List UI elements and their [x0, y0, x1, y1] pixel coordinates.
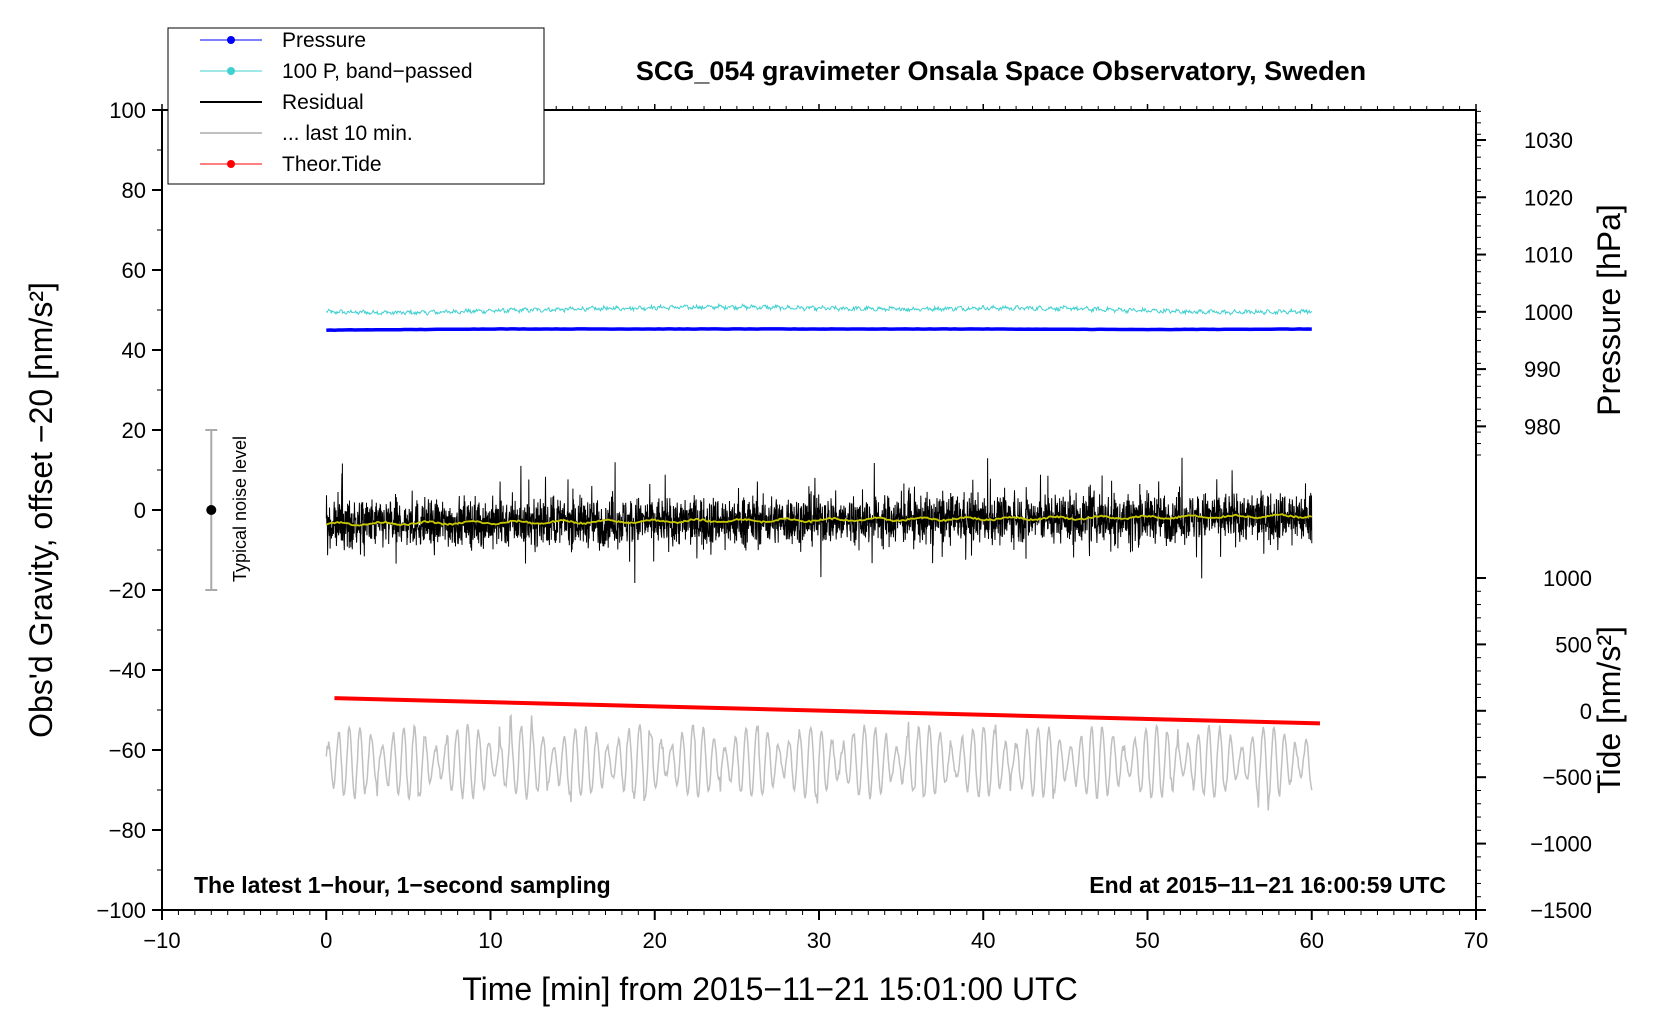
- y-tick-label: −40: [109, 658, 146, 683]
- series-last10-line: [325, 713, 1313, 811]
- pressure-tick-label: 1020: [1524, 185, 1573, 210]
- tide-tick-label: 500: [1555, 632, 1592, 657]
- y-tick-label: 80: [122, 178, 146, 203]
- series-bandpassed-line: [325, 302, 1313, 316]
- legend: Pressure 100 P, band−passed Residual ...…: [167, 27, 545, 185]
- y-tick-label: −60: [109, 738, 146, 763]
- x-tick-label: 30: [807, 928, 831, 953]
- tide-tick-label: 1000: [1543, 566, 1592, 591]
- y-tick-label: 0: [134, 498, 146, 523]
- noise-bar-center-dot: [206, 505, 217, 515]
- legend-box: [167, 27, 545, 185]
- y-tick-label: 20: [122, 418, 146, 443]
- y-axis-label-left: Obs'd Gravity, offset −20 [nm/s²]: [23, 282, 59, 738]
- x-tick-label: 0: [320, 928, 332, 953]
- y-tick-label: −20: [109, 578, 146, 603]
- y-tick-label: −80: [109, 818, 146, 843]
- x-tick-label: 10: [478, 928, 502, 953]
- y-tick-label: −100: [96, 898, 146, 923]
- x-tick-label: 60: [1300, 928, 1324, 953]
- legend-pressure-marker: [227, 36, 235, 44]
- x-axis-label: Time [min] from 2015−11−21 15:01:00 UTC: [462, 971, 1077, 1007]
- series-tide-line: [334, 696, 1321, 726]
- tide-tick-label: −1000: [1530, 832, 1592, 857]
- y-tick-label: 60: [122, 258, 146, 283]
- legend-tide-marker: [227, 160, 235, 168]
- legend-bandpassed-marker: [227, 67, 235, 75]
- legend-bandpassed-label: 100 P, band−passed: [282, 60, 473, 83]
- noise-level-label: Typical noise level: [230, 436, 250, 582]
- axes-layer: −10 0 10 20 30 40 50 60 70−100−80−60−40−20020406…: [96, 98, 1592, 953]
- pressure-tick-label: 1010: [1524, 243, 1573, 268]
- legend-residual-label: Residual: [282, 91, 364, 114]
- pressure-tick-label: 990: [1524, 357, 1561, 382]
- annotation-end-time: End at 2015−11−21 16:00:59 UTC: [1089, 872, 1446, 898]
- y-tick-label: 100: [109, 98, 146, 123]
- x-tick-label: −10: [143, 928, 180, 953]
- tide-tick-label: 0: [1580, 699, 1592, 724]
- y-tick-label: 40: [122, 338, 146, 363]
- series-layer: [325, 302, 1321, 811]
- y-axis-label-pressure: Pressure [hPa]: [1591, 204, 1627, 416]
- annotation-sampling: The latest 1−hour, 1−second sampling: [194, 872, 611, 898]
- pressure-tick-label: 980: [1524, 414, 1561, 439]
- pressure-tick-label: 1000: [1524, 300, 1573, 325]
- x-tick-label: 50: [1135, 928, 1159, 953]
- series-residual-smoothed: [325, 513, 1313, 527]
- noise-level-bar: [205, 429, 218, 591]
- x-tick-label: 20: [643, 928, 667, 953]
- legend-last10-label: ... last 10 min.: [282, 122, 413, 145]
- legend-tide-label: Theor.Tide: [282, 153, 382, 176]
- tide-tick-label: −500: [1542, 765, 1592, 790]
- pressure-tick-label: 1030: [1524, 128, 1573, 153]
- y-axis-label-tide: Tide [nm/s²]: [1591, 626, 1627, 794]
- tide-tick-label: −1500: [1530, 898, 1592, 923]
- legend-pressure-label: Pressure: [282, 29, 366, 52]
- chart-title: SCG_054 gravimeter Onsala Space Observat…: [636, 56, 1366, 86]
- x-tick-label: 70: [1464, 928, 1488, 953]
- x-tick-label: 40: [971, 928, 995, 953]
- series-pressure-line: [326, 327, 1312, 333]
